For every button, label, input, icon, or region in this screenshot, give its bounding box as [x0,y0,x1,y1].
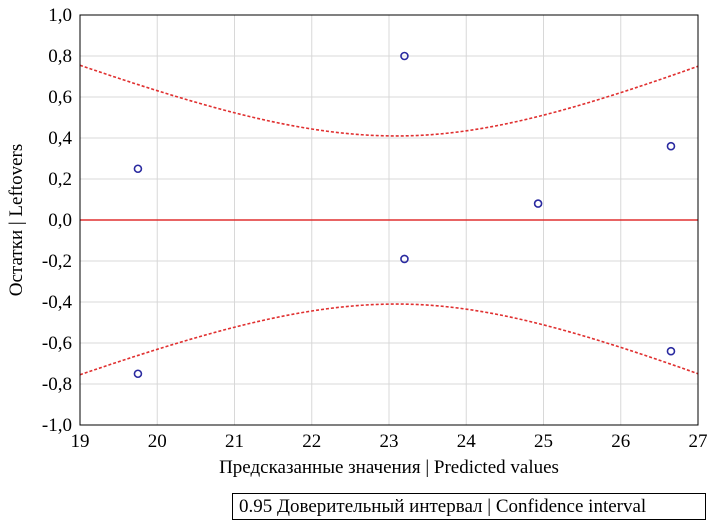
x-axis-title: Предсказанные значения | Predicted value… [219,457,559,478]
y-tick-label: -0,8 [42,374,72,395]
x-tick-label: 23 [380,431,399,452]
y-tick-label: 0,2 [48,169,72,190]
y-tick-label: 0,4 [48,128,72,149]
y-tick-label: 0,0 [48,210,72,231]
y-tick-label: 0,8 [48,46,72,67]
legend-label: 0.95 Доверительный интервал | Confidence… [239,495,647,517]
grid [79,14,699,426]
x-tick-label: 27 [689,431,708,452]
residual-point [400,51,409,61]
plot-area-frame [79,14,699,426]
y-tick-label: -1,0 [42,415,72,436]
residual-point [133,164,143,174]
x-tick-label: 19 [71,431,90,452]
x-tick-label: 21 [225,431,244,452]
x-tick-label: 25 [534,431,553,452]
y-tick-label: -0,2 [42,251,72,272]
x-tick-label: 26 [611,431,630,452]
data-points [133,51,676,379]
y-tick-label: -0,4 [42,292,73,313]
y-tick-label: 1,0 [48,5,72,26]
x-tick-labels: 19 20 21 22 23 24 25 26 27 [71,431,708,452]
x-tick-label: 20 [148,431,167,452]
y-tick-label: -0,6 [42,333,72,354]
residual-point [533,199,543,208]
residual-point [666,346,676,356]
residual-point [666,141,676,151]
y-axis-title: Остатки | Leftovers [6,144,27,296]
residual-point [400,254,409,264]
residual-point [133,369,143,379]
x-tick-label: 24 [457,431,477,452]
y-tick-label: 0,6 [48,87,72,108]
x-tick-label: 22 [302,431,321,452]
y-tick-labels: 1,0 0,8 0,6 0,4 0,2 0,0 -0,2 -0,4 -0,6 -0,8 -1,0 [42,5,73,436]
legend: 0.95 Доверительный интервал | Confidence… [232,493,706,520]
residual-scatter-chart: 19 20 21 22 23 24 25 26 27 1,0 0,8 0,6 0,4 0,2 0,0 -0,… [6,5,708,478]
